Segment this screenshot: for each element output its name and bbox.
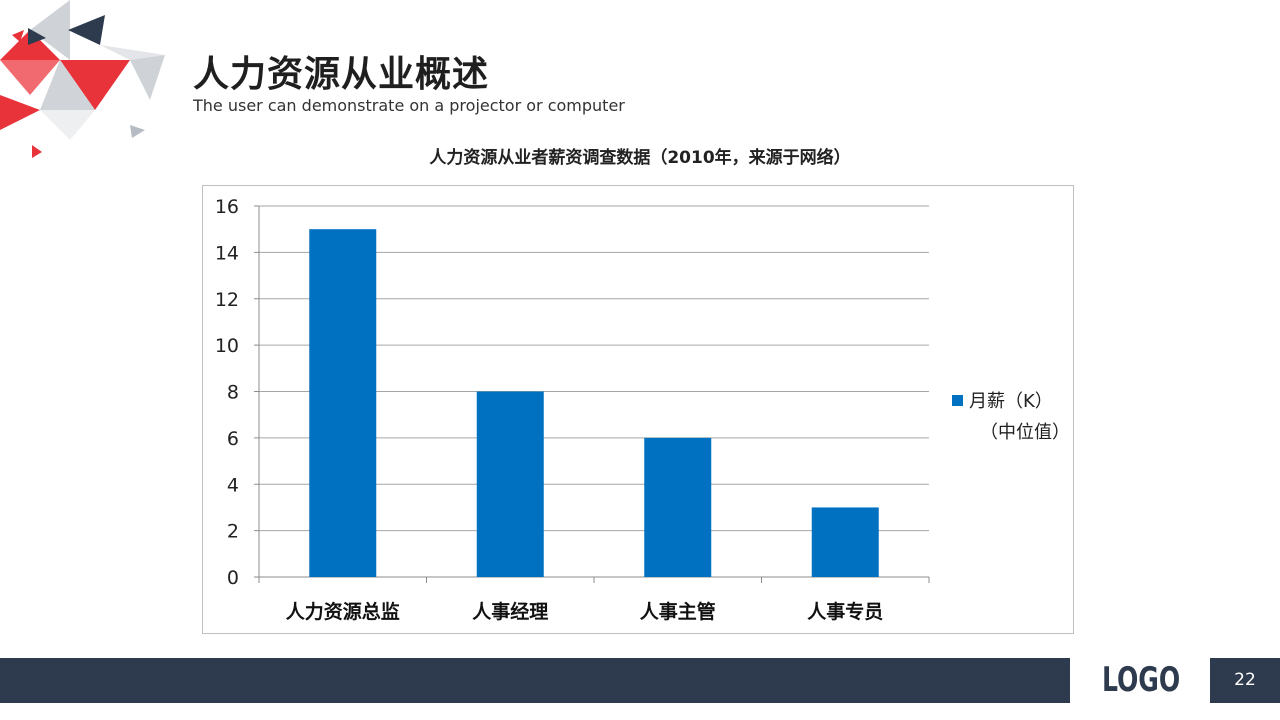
logo: LOGO [1102, 660, 1181, 700]
slide-title: 人力资源从业概述 [193, 54, 490, 95]
legend-entry: 月薪（K） [952, 386, 1070, 417]
slide-subtitle: The user can demonstrate on a projector … [193, 96, 625, 115]
x-category-label: 人力资源总监 [286, 600, 400, 623]
x-category-label: 人事主管 [640, 600, 716, 623]
chart-legend: 月薪（K） （中位值） [952, 386, 1070, 448]
bar [644, 437, 712, 577]
chart-title: 人力资源从业者薪资调查数据（2010年，来源于网络） [429, 148, 851, 168]
x-category-label: 人事经理 [472, 600, 548, 623]
bar [309, 229, 377, 577]
y-tick-label: 12 [215, 289, 239, 311]
page-number: 22 [1210, 658, 1280, 703]
y-tick-label: 4 [227, 474, 239, 496]
y-tick-label: 8 [227, 382, 239, 404]
bar [811, 507, 879, 577]
y-tick-label: 0 [227, 567, 239, 589]
legend-label-line2: （中位值） [980, 422, 1070, 443]
y-tick-label: 2 [227, 521, 239, 543]
y-tick-label: 6 [227, 428, 239, 450]
legend-swatch [952, 394, 963, 406]
bar-chart: 0 2 4 6 8 10 12 14 16 人力资源总监 人事经理 人事主管 人事专员 [215, 196, 930, 623]
y-tick-label: 10 [215, 335, 239, 357]
y-tick-label: 16 [215, 196, 239, 218]
legend-label-line1: 月薪（K） [969, 391, 1053, 412]
x-category-label: 人事专员 [807, 600, 883, 623]
chart-area: 0 2 4 6 8 10 12 14 16 人力资源总监 人事经理 人事主管 人事专员 [202, 185, 1074, 634]
bar [476, 391, 544, 577]
footer-bar [0, 658, 1070, 703]
y-tick-label: 14 [215, 242, 239, 264]
corner-triangle-decoration [0, 0, 165, 158]
